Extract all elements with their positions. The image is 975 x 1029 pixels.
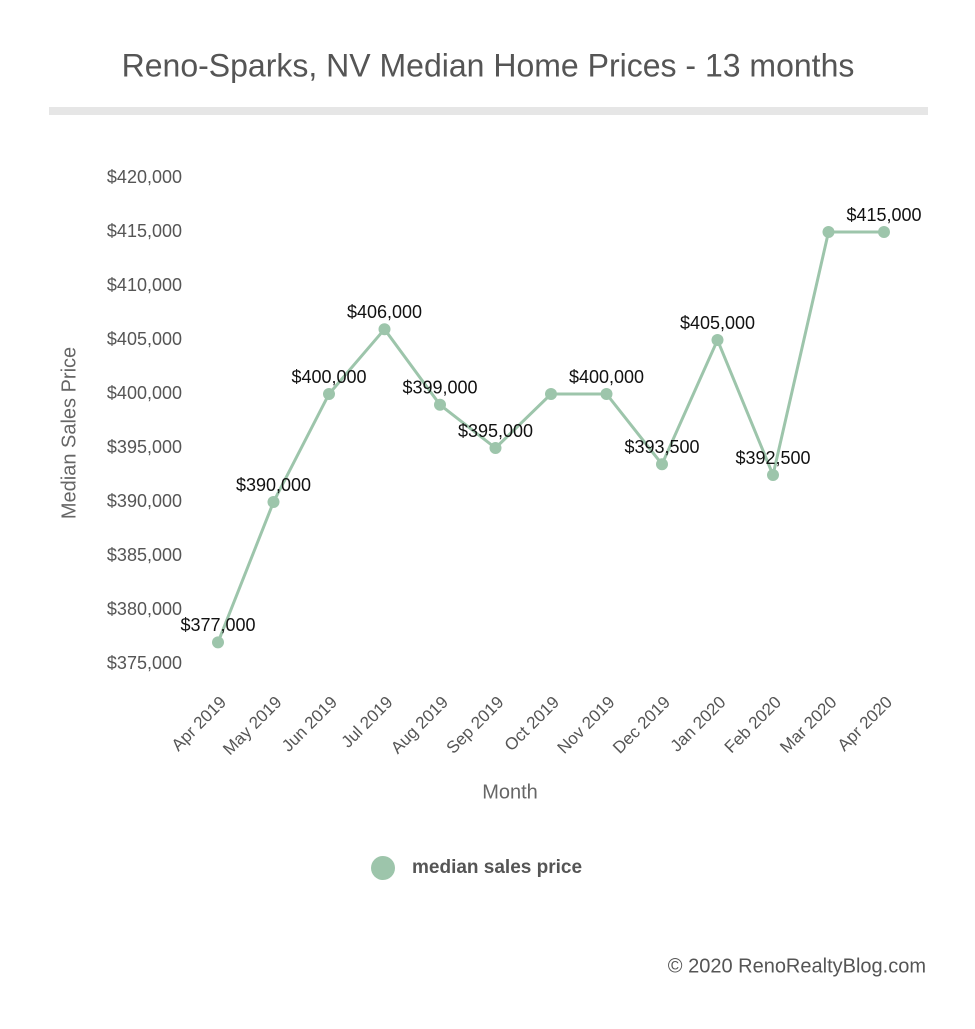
chart-title: Reno-Sparks, NV Median Home Prices - 13 … xyxy=(122,47,855,83)
data-label: $406,000 xyxy=(347,302,422,322)
x-tick-label: May 2019 xyxy=(219,693,285,759)
x-tick-label: Nov 2019 xyxy=(554,693,619,758)
legend-marker xyxy=(371,856,395,880)
data-label: $400,000 xyxy=(291,367,366,387)
x-tick-label: Feb 2020 xyxy=(721,693,785,757)
data-label: $392,500 xyxy=(735,448,810,468)
series-line xyxy=(216,230,884,643)
y-tick-label: $415,000 xyxy=(107,221,182,241)
x-tick-label: Apr 2020 xyxy=(834,693,896,755)
y-tick-label: $380,000 xyxy=(107,599,182,619)
data-label: $400,000 xyxy=(569,367,644,387)
data-label: $390,000 xyxy=(236,475,311,495)
x-tick-label: Dec 2019 xyxy=(609,693,674,758)
data-label: $405,000 xyxy=(680,313,755,333)
data-label: $393,500 xyxy=(624,437,699,457)
x-tick-label: Aug 2019 xyxy=(387,693,452,758)
data-label: $399,000 xyxy=(402,378,477,398)
data-label: $377,000 xyxy=(180,615,255,635)
data-point xyxy=(822,226,835,238)
y-tick-label: $405,000 xyxy=(107,329,182,349)
data-label: $395,000 xyxy=(458,421,533,441)
y-tick-label: $385,000 xyxy=(107,545,182,565)
y-tick-label: $390,000 xyxy=(107,491,182,511)
title-separator xyxy=(49,107,928,115)
data-label: $415,000 xyxy=(846,205,921,225)
data-point xyxy=(434,398,446,411)
legend-label: median sales price xyxy=(412,857,582,878)
x-tick-label: Jun 2019 xyxy=(278,693,341,756)
y-tick-label: $410,000 xyxy=(107,275,182,295)
data-point xyxy=(378,323,391,336)
x-tick-label: Jan 2020 xyxy=(667,693,730,756)
data-point xyxy=(212,636,224,649)
data-point xyxy=(656,458,668,471)
data-point xyxy=(545,388,557,400)
data-point xyxy=(878,226,890,238)
x-tick-label: Mar 2020 xyxy=(776,693,840,757)
y-tick-label: $420,000 xyxy=(107,167,182,187)
data-point xyxy=(600,388,613,400)
y-tick-label: $375,000 xyxy=(107,653,182,673)
data-point xyxy=(267,496,280,508)
footer-credit: © 2020 RenoRealtyBlog.com xyxy=(668,955,926,977)
data-point xyxy=(323,388,335,400)
y-axis-label: Median Sales Price xyxy=(58,347,80,519)
x-axis-label: Month xyxy=(482,781,538,803)
x-tick-label: Sep 2019 xyxy=(443,693,508,758)
y-tick-label: $395,000 xyxy=(107,437,182,457)
y-tick-label: $400,000 xyxy=(107,383,182,403)
data-point xyxy=(489,442,502,454)
data-point xyxy=(767,469,779,481)
data-point xyxy=(711,334,724,346)
